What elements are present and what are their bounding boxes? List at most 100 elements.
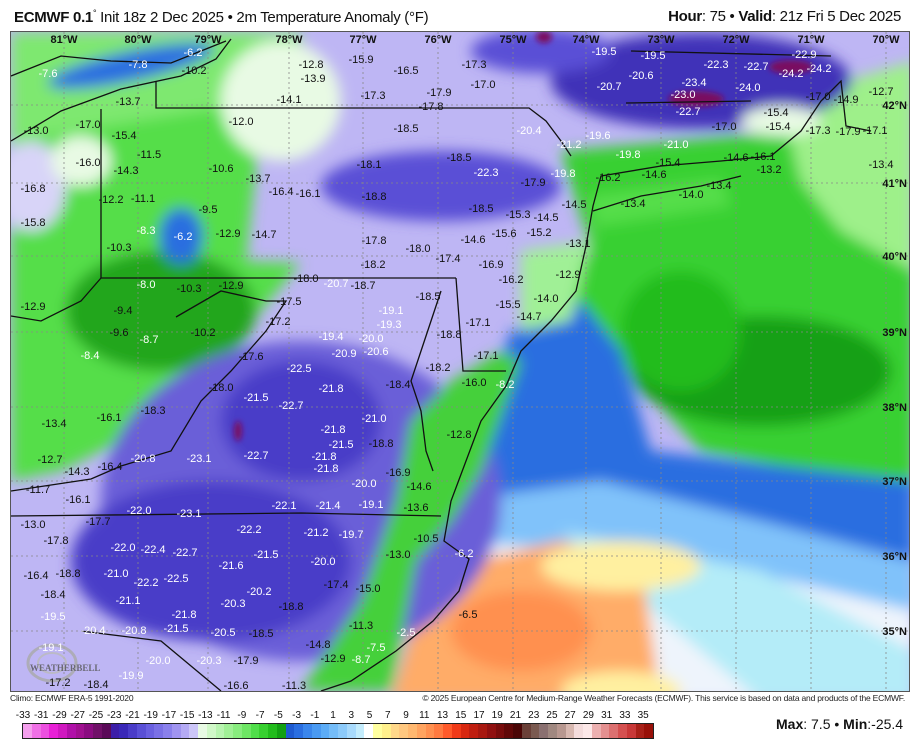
anomaly-value-label: -18.0	[405, 243, 430, 255]
valid-value: : 21z Fri 5 Dec 2025	[771, 8, 901, 25]
weatherbell-swirl-icon	[26, 643, 78, 683]
colorbar-tick-label: 27	[564, 710, 576, 721]
anomaly-value-label: -10.3	[176, 283, 201, 295]
anomaly-value-label: -22.5	[286, 363, 311, 375]
longitude-label: 81°W	[50, 34, 78, 46]
anomaly-value-label: -20.4	[80, 625, 105, 637]
anomaly-value-label: -18.8	[436, 329, 461, 341]
anomaly-value-label: -23.1	[186, 453, 211, 465]
anomaly-value-label: -14.5	[533, 212, 558, 224]
anomaly-value-label: -15.6	[491, 228, 516, 240]
anomaly-value-label: -17.0	[805, 91, 830, 103]
colorbar-swatch	[583, 724, 592, 738]
anomaly-value-label: -14.3	[64, 466, 89, 478]
md-wv-border	[11, 277, 102, 322]
anomaly-value-label: -14.6	[460, 234, 485, 246]
climo-note: Climo: ECMWF ERA-5 1991-2020	[10, 693, 134, 703]
anomaly-value-label: -17.7	[85, 516, 110, 528]
latitude-label: 38°N	[882, 402, 907, 414]
anomaly-value-label: -8.3	[137, 225, 156, 237]
colorbar-labels: -33 -31 -29 -27 -25 -23 -21 -19 -17 -15 -13 -11 -9 -7…	[0, 710, 913, 722]
anomaly-value-label: -13.0	[20, 519, 45, 531]
anomaly-value-label: -24.2	[806, 63, 831, 75]
anomaly-value-label: -18.8	[361, 191, 386, 203]
anomaly-value-label: -13.0	[23, 125, 48, 137]
anomaly-value-label: -8.0	[137, 279, 156, 291]
weatherbell-logo-text: WEATHERBELL	[30, 663, 100, 673]
longitude-label: 77°W	[349, 34, 377, 46]
colorbar-tick-label: 31	[601, 710, 613, 721]
anomaly-value-label: -16.0	[461, 377, 486, 389]
colorbar-swatch	[154, 724, 163, 738]
anomaly-value-label: -16.4	[268, 186, 293, 198]
anomaly-value-label: -18.0	[208, 382, 233, 394]
anomaly-value-label: -22.5	[163, 573, 188, 585]
colorbar-swatch	[320, 724, 330, 738]
colorbar-tick-label: 13	[436, 710, 449, 721]
anomaly-value-label: -16.1	[750, 151, 775, 163]
temperature-anomaly-map: WEATHERBELL 81°W 80°W 79°W 78°W 77°W 76°W 75°W…	[10, 31, 910, 692]
anomaly-value-label: -9.6	[110, 327, 129, 339]
colorbar-swatch	[101, 724, 111, 738]
anomaly-value-label: -20.3	[220, 598, 245, 610]
colorbar-swatch	[399, 724, 408, 738]
colorbar-swatch	[425, 724, 435, 738]
colorbar-swatch	[591, 724, 601, 738]
anomaly-value-label: -19.8	[550, 168, 575, 180]
lake-erie-south-shore	[11, 38, 232, 142]
anomaly-value-label: -18.4	[385, 379, 410, 391]
anomaly-value-label: -16.1	[295, 188, 320, 200]
anomaly-value-label: -22.7	[172, 547, 197, 559]
colorbar-tick-label: 23	[528, 710, 540, 721]
anomaly-value-label: -17.3	[461, 59, 486, 71]
anomaly-value-label: -17.8	[361, 235, 386, 247]
anomaly-value-label: -17.2	[45, 677, 70, 689]
anomaly-value-label: -17.9	[426, 87, 451, 99]
anomaly-value-label: -9.5	[199, 204, 218, 216]
anomaly-value-label: -16.1	[65, 494, 90, 506]
colorbar-swatch	[486, 724, 496, 738]
anomaly-value-label: -18.4	[83, 679, 108, 691]
colorbar-swatch	[276, 724, 286, 738]
anomaly-value-label: -18.4	[40, 589, 65, 601]
anomaly-value-label: -20.6	[363, 346, 388, 358]
colorbar-swatch	[434, 724, 443, 738]
anomaly-value-label: -12.9	[20, 301, 45, 313]
colorbar-tick-label: 9	[403, 710, 409, 721]
colorbar-tick-label: -27	[70, 710, 85, 721]
anomaly-value-label: -19.6	[585, 130, 610, 142]
longitude-label: 71°W	[797, 34, 825, 46]
colorbar-tick-label: -9	[237, 710, 247, 721]
valid-label: Valid	[738, 8, 772, 25]
anomaly-value-label: -11.1	[131, 193, 155, 205]
colorbar-swatch	[513, 724, 522, 738]
colorbar-swatch	[451, 724, 461, 738]
colorbar-tick-label: 11	[419, 710, 430, 721]
longitude-label: 72°W	[722, 34, 750, 46]
anomaly-value-label: -18.2	[425, 362, 450, 374]
colorbar-swatch	[478, 724, 487, 738]
anomaly-value-label: -17.5	[276, 296, 301, 308]
ct-ma-border	[625, 100, 752, 104]
colorbar-swatch	[303, 724, 312, 738]
anomaly-value-label: -10.5	[413, 533, 438, 545]
anomaly-value-label: -20.0	[310, 556, 335, 568]
anomaly-value-label: -13.4	[868, 159, 893, 171]
colorbar-swatch	[58, 724, 67, 738]
anomaly-value-label: -17.1	[473, 350, 498, 362]
latitude-label: 37°N	[882, 476, 907, 488]
anomaly-value-label: -22.7	[743, 61, 768, 73]
anomaly-value-label: -15.8	[20, 217, 45, 229]
anomaly-value-label: -22.3	[473, 167, 498, 179]
anomaly-value-label: -13.2	[756, 164, 781, 176]
anomaly-value-label: -16.8	[20, 183, 45, 195]
colorbar-swatch	[259, 724, 268, 738]
hour-label: Hour	[668, 8, 702, 25]
anomaly-value-label: -20.0	[351, 478, 376, 490]
anomaly-value-label: -12.8	[298, 59, 323, 71]
anomaly-value-label: -6.5	[459, 609, 478, 621]
anomaly-value-label: -10.6	[208, 163, 233, 175]
anomaly-value-label: -24.0	[735, 82, 760, 94]
colorbar-tick-label: 35	[637, 710, 649, 721]
model-name: ECMWF 0.1	[14, 9, 93, 26]
